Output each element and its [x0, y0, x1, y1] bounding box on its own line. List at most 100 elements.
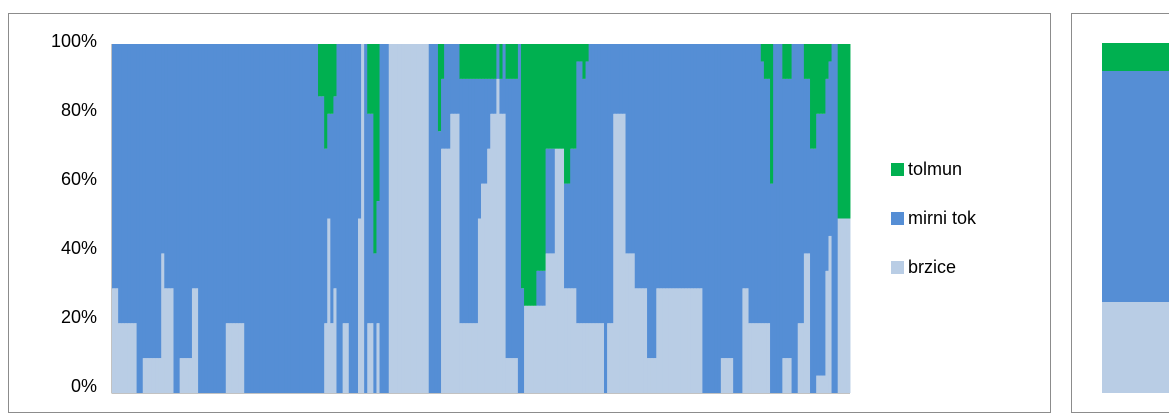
bar-240-brzice	[846, 218, 851, 393]
bar-85-brzice	[370, 323, 374, 393]
bar-70-mirni-tok	[324, 148, 328, 324]
bar-219-tolmun	[782, 44, 786, 79]
bar-142-mirni-tok	[545, 148, 550, 254]
bar-140-tolmun	[539, 44, 543, 271]
bar-203-mirni-tok	[733, 44, 737, 393]
bar-81-mirni-tok	[358, 44, 362, 219]
bar-98-brzice	[410, 44, 414, 393]
bar-124-mirni-tok	[490, 78, 494, 114]
bar-162-mirni-tok	[607, 44, 611, 324]
bar-187-mirni-tok	[683, 44, 688, 289]
bar-120-mirni-tok	[477, 78, 482, 219]
bar-48-mirni-tok	[256, 44, 261, 393]
bar-168-mirni-tok	[625, 44, 630, 254]
bar-230-tolmun	[816, 44, 820, 114]
bar-212-tolmun	[760, 44, 765, 62]
bar-142-tolmun	[545, 44, 550, 149]
bar-123-mirni-tok	[487, 78, 491, 149]
bar-70-brzice	[324, 323, 328, 393]
bar-152-mirni-tok	[576, 61, 580, 324]
bar-179-brzice	[659, 288, 663, 393]
bar-224-brzice	[797, 323, 802, 393]
bar-189-mirni-tok	[690, 44, 694, 289]
bar-208-brzice	[748, 323, 753, 393]
bar-45-mirni-tok	[247, 44, 251, 393]
bar-139-brzice	[536, 305, 540, 393]
bar-115-mirni-tok	[462, 78, 467, 324]
bar-200-brzice	[723, 358, 728, 393]
bar-64-mirni-tok	[305, 44, 310, 393]
bar-226-mirni-tok	[803, 78, 808, 254]
bar-222-mirni-tok	[791, 44, 796, 393]
bar-172-brzice	[637, 288, 642, 393]
bar-4-brzice	[121, 323, 125, 393]
bar-92-brzice	[391, 44, 396, 393]
bar-100-brzice	[416, 44, 420, 393]
bar-237-brzice	[837, 218, 842, 393]
bar-155-brzice	[585, 323, 590, 393]
bar-67-mirni-tok	[314, 44, 319, 393]
bar-89-mirni-tok	[382, 44, 387, 393]
bar-238-tolmun	[840, 44, 845, 219]
bar-16-mirni-tok	[158, 44, 162, 359]
bar-24-brzice	[182, 358, 187, 393]
bar-197-mirni-tok	[714, 44, 719, 393]
bar-130-tolmun	[508, 44, 513, 79]
bar-158-brzice	[594, 323, 599, 393]
bar-142-brzice	[545, 253, 550, 393]
bar-234-brzice	[828, 235, 833, 393]
bar-160-brzice	[600, 323, 605, 393]
bar-43-mirni-tok	[241, 44, 245, 324]
bar-72-mirni-tok	[330, 113, 334, 324]
bar-229-tolmun	[813, 44, 817, 149]
bar-205-mirni-tok	[739, 44, 743, 393]
bar-117-brzice	[468, 323, 473, 393]
bar-190-mirni-tok	[693, 44, 697, 289]
bar-71-tolmun	[327, 44, 331, 114]
bar-108-mirni-tok	[441, 78, 445, 149]
bar-34-mirni-tok	[213, 44, 218, 393]
bar-174-brzice	[643, 288, 648, 393]
bar-228-mirni-tok	[810, 148, 814, 393]
bar-108-tolmun	[441, 44, 445, 79]
bar-76-brzice	[342, 323, 347, 393]
bar-164-brzice	[613, 113, 617, 394]
bar-209-mirni-tok	[751, 44, 756, 324]
bar-179-mirni-tok	[659, 44, 663, 289]
bar-134-tolmun	[520, 44, 525, 289]
main-chart-panel: 0% 20% 40% 60% 80% 100% tolmun mirni tok…	[8, 13, 1051, 413]
bar-216-mirni-tok	[773, 44, 777, 393]
bar-15-mirni-tok	[155, 44, 159, 359]
bar-55-mirni-tok	[278, 44, 282, 393]
bar-66-mirni-tok	[311, 44, 316, 393]
bar-28-mirni-tok	[195, 44, 199, 289]
bar-206-brzice	[742, 288, 746, 393]
bar-26-brzice	[188, 358, 193, 393]
bar-42-mirni-tok	[238, 44, 242, 324]
bar-28-brzice	[195, 288, 199, 393]
bar-118-tolmun	[471, 44, 476, 79]
bar-219-brzice	[782, 358, 786, 393]
bar-41-mirni-tok	[235, 44, 239, 324]
bar-167-brzice	[622, 113, 626, 394]
bar-122-mirni-tok	[484, 78, 488, 184]
bar-59-mirni-tok	[290, 44, 294, 393]
bar-62-mirni-tok	[299, 44, 304, 393]
bar-85-tolmun	[370, 44, 374, 114]
bar-129-brzice	[505, 358, 510, 393]
bar-147-tolmun	[560, 44, 565, 149]
bar-42-brzice	[238, 323, 242, 393]
bar-139-mirni-tok	[536, 270, 540, 306]
bar-129-mirni-tok	[505, 78, 510, 359]
bar-68-tolmun	[318, 44, 322, 97]
bar-61-mirni-tok	[296, 44, 301, 393]
bar-141-tolmun	[542, 44, 547, 271]
bar-109-mirni-tok	[444, 44, 448, 149]
legend-swatch-mirni-tok	[891, 212, 904, 225]
bar-221-mirni-tok	[788, 78, 793, 359]
bar-183-mirni-tok	[671, 44, 676, 289]
bar-138-brzice	[533, 305, 537, 393]
bar-122-tolmun	[484, 44, 488, 79]
bar-115-brzice	[462, 323, 467, 393]
bar-204-mirni-tok	[736, 44, 740, 393]
